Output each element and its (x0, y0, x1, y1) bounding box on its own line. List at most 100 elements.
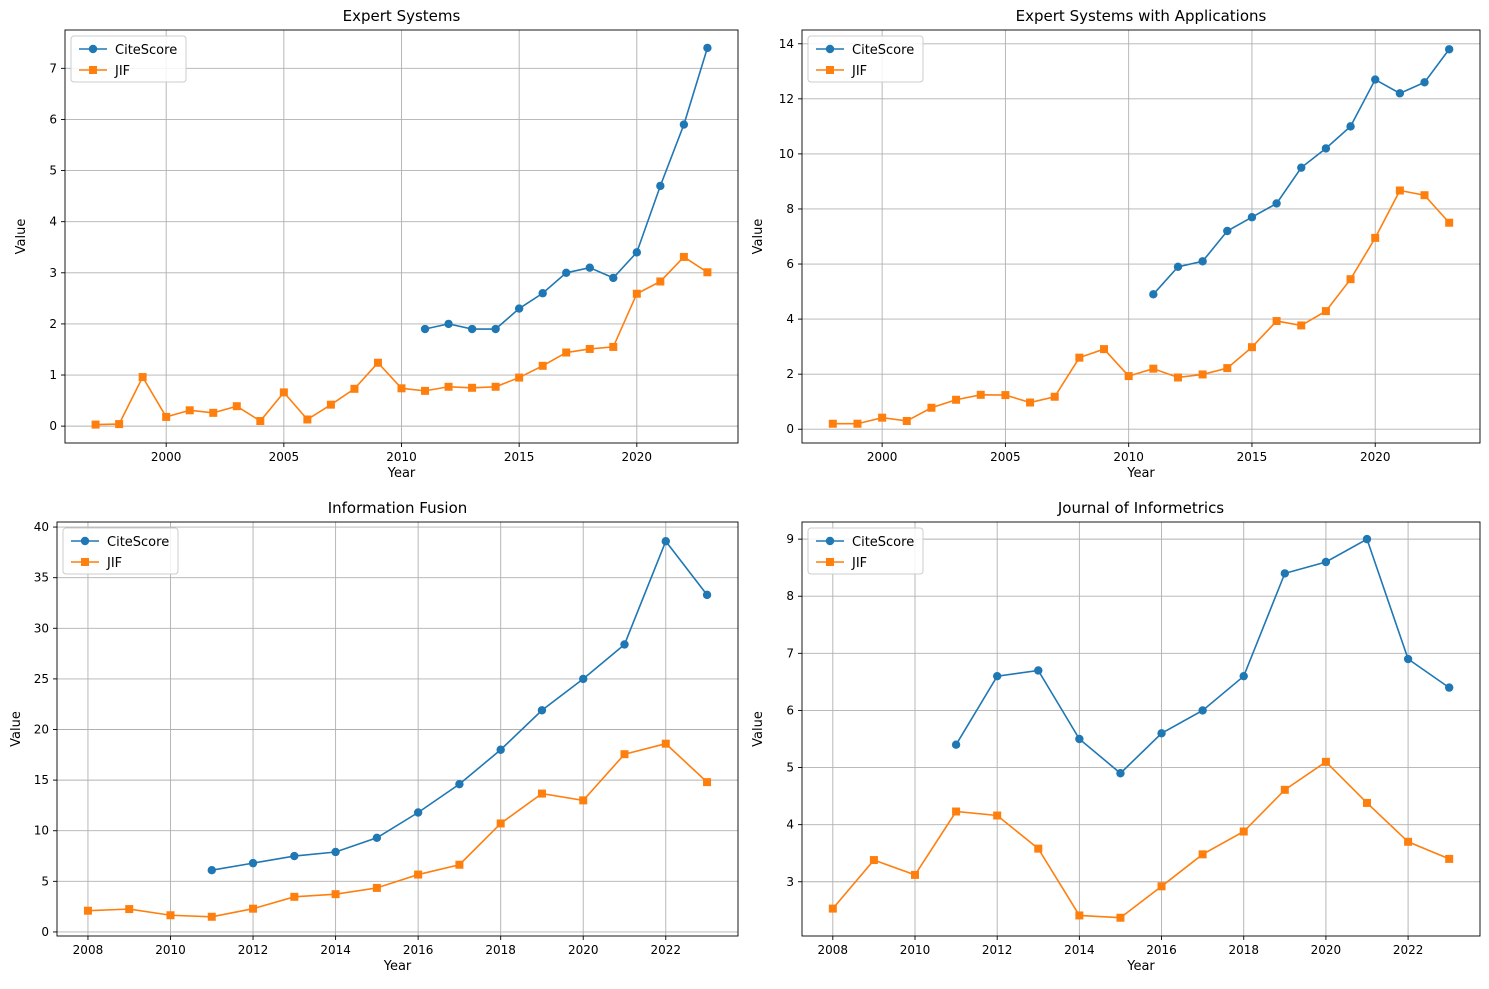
y-tick-label: 7 (786, 646, 794, 660)
data-point (609, 273, 618, 283)
data-point (853, 419, 862, 428)
data-point (248, 858, 258, 868)
y-tick-label: 4 (49, 215, 57, 229)
data-point (491, 382, 500, 391)
data-point (951, 740, 961, 749)
data-point (1116, 769, 1125, 778)
x-tick-label: 2010 (900, 943, 931, 957)
x-tick-label: 2020 (622, 450, 653, 464)
data-point (1321, 557, 1331, 567)
y-tick-label: 0 (49, 419, 57, 433)
x-tick-label: 2016 (1146, 943, 1177, 957)
y-tick-label: 14 (779, 37, 794, 51)
chart-3: 2008 2010 2012 2014 2016 2018 2020 2022 0 5 10 15 20… (9, 499, 739, 974)
data-point (952, 395, 961, 404)
legend-marker (825, 44, 835, 54)
x-tick-label: 2005 (990, 450, 1021, 464)
data-point (350, 384, 359, 393)
data-point (1297, 163, 1306, 172)
data-point (468, 383, 477, 392)
data-point (1050, 392, 1059, 401)
data-point (902, 416, 911, 425)
legend-marker (88, 44, 98, 54)
data-point (256, 417, 265, 426)
legend-label: CiteScore (107, 535, 169, 550)
series-line-jif (832, 760, 1450, 919)
data-point (992, 671, 1002, 681)
y-tick-label: 6 (786, 257, 794, 271)
data-point (1034, 844, 1043, 853)
data-point (562, 348, 571, 357)
x-tick-label: 2022 (1393, 943, 1424, 957)
data-point (514, 304, 524, 313)
data-point (1075, 911, 1084, 920)
data-point (1420, 78, 1429, 87)
data-point (1239, 671, 1248, 681)
data-point (1272, 199, 1281, 208)
data-point (1149, 364, 1158, 373)
data-point (1198, 257, 1207, 266)
x-tick-label: 2020 (568, 943, 599, 957)
series-line-citescore (211, 539, 708, 871)
x-tick-label: 2018 (485, 943, 516, 957)
data-point (1116, 913, 1125, 922)
data-point (331, 890, 340, 899)
data-point (609, 342, 618, 351)
data-point (703, 268, 712, 277)
data-point (455, 860, 464, 869)
data-point (414, 870, 423, 879)
data-point (661, 739, 670, 748)
data-point (185, 406, 194, 415)
data-point (1198, 706, 1207, 715)
axes-frame (56, 521, 739, 937)
data-point (702, 590, 712, 600)
y-tick-label: 4 (786, 312, 794, 326)
data-point (209, 408, 218, 417)
data-point (1100, 345, 1109, 354)
data-point (397, 384, 406, 393)
data-point (290, 851, 299, 861)
legend: CiteScore JIF (62, 527, 179, 575)
data-point (1223, 364, 1232, 373)
y-tick-label: 10 (779, 147, 794, 161)
x-tick-label: 2018 (1228, 943, 1259, 957)
data-point (1363, 798, 1371, 807)
legend-marker (826, 66, 834, 74)
data-point (661, 537, 670, 546)
chart-2: 2000 2005 2010 2015 2020 0 2 4 6 8 10 12 14 Expert Sy… (751, 7, 1481, 481)
data-point (1075, 734, 1084, 744)
data-point (620, 750, 629, 759)
x-tick-label: 2008 (818, 943, 849, 957)
chart-title: Expert Systems with Applications (1016, 7, 1267, 25)
y-tick-label: 3 (786, 875, 794, 889)
data-point (290, 892, 299, 901)
data-point (538, 289, 547, 298)
y-tick-label: 2 (786, 367, 794, 381)
data-point (632, 289, 641, 298)
data-point (249, 904, 258, 913)
data-point (927, 403, 936, 412)
data-point (952, 807, 961, 816)
y-axis-label: Value (751, 711, 766, 747)
data-point (1001, 391, 1010, 400)
x-tick-label: 2016 (403, 943, 434, 957)
data-point (620, 640, 629, 649)
data-point (679, 252, 688, 261)
legend: CiteScore JIF (70, 35, 187, 83)
data-point (207, 866, 216, 875)
data-point (869, 856, 878, 865)
x-tick-label: 2020 (1311, 943, 1342, 957)
data-point (1362, 534, 1372, 544)
data-point (828, 904, 837, 913)
y-tick-label: 12 (779, 92, 794, 106)
y-tick-label: 2 (49, 317, 57, 331)
data-point (279, 388, 288, 397)
data-point (1280, 785, 1289, 794)
x-tick-label: 2022 (650, 943, 681, 957)
series-line-jif (87, 742, 708, 918)
data-point (1223, 226, 1232, 236)
data-point (1239, 827, 1248, 836)
y-tick-label: 0 (41, 925, 49, 939)
y-tick-label: 0 (786, 422, 794, 436)
x-tick-label: 2012 (982, 943, 1013, 957)
